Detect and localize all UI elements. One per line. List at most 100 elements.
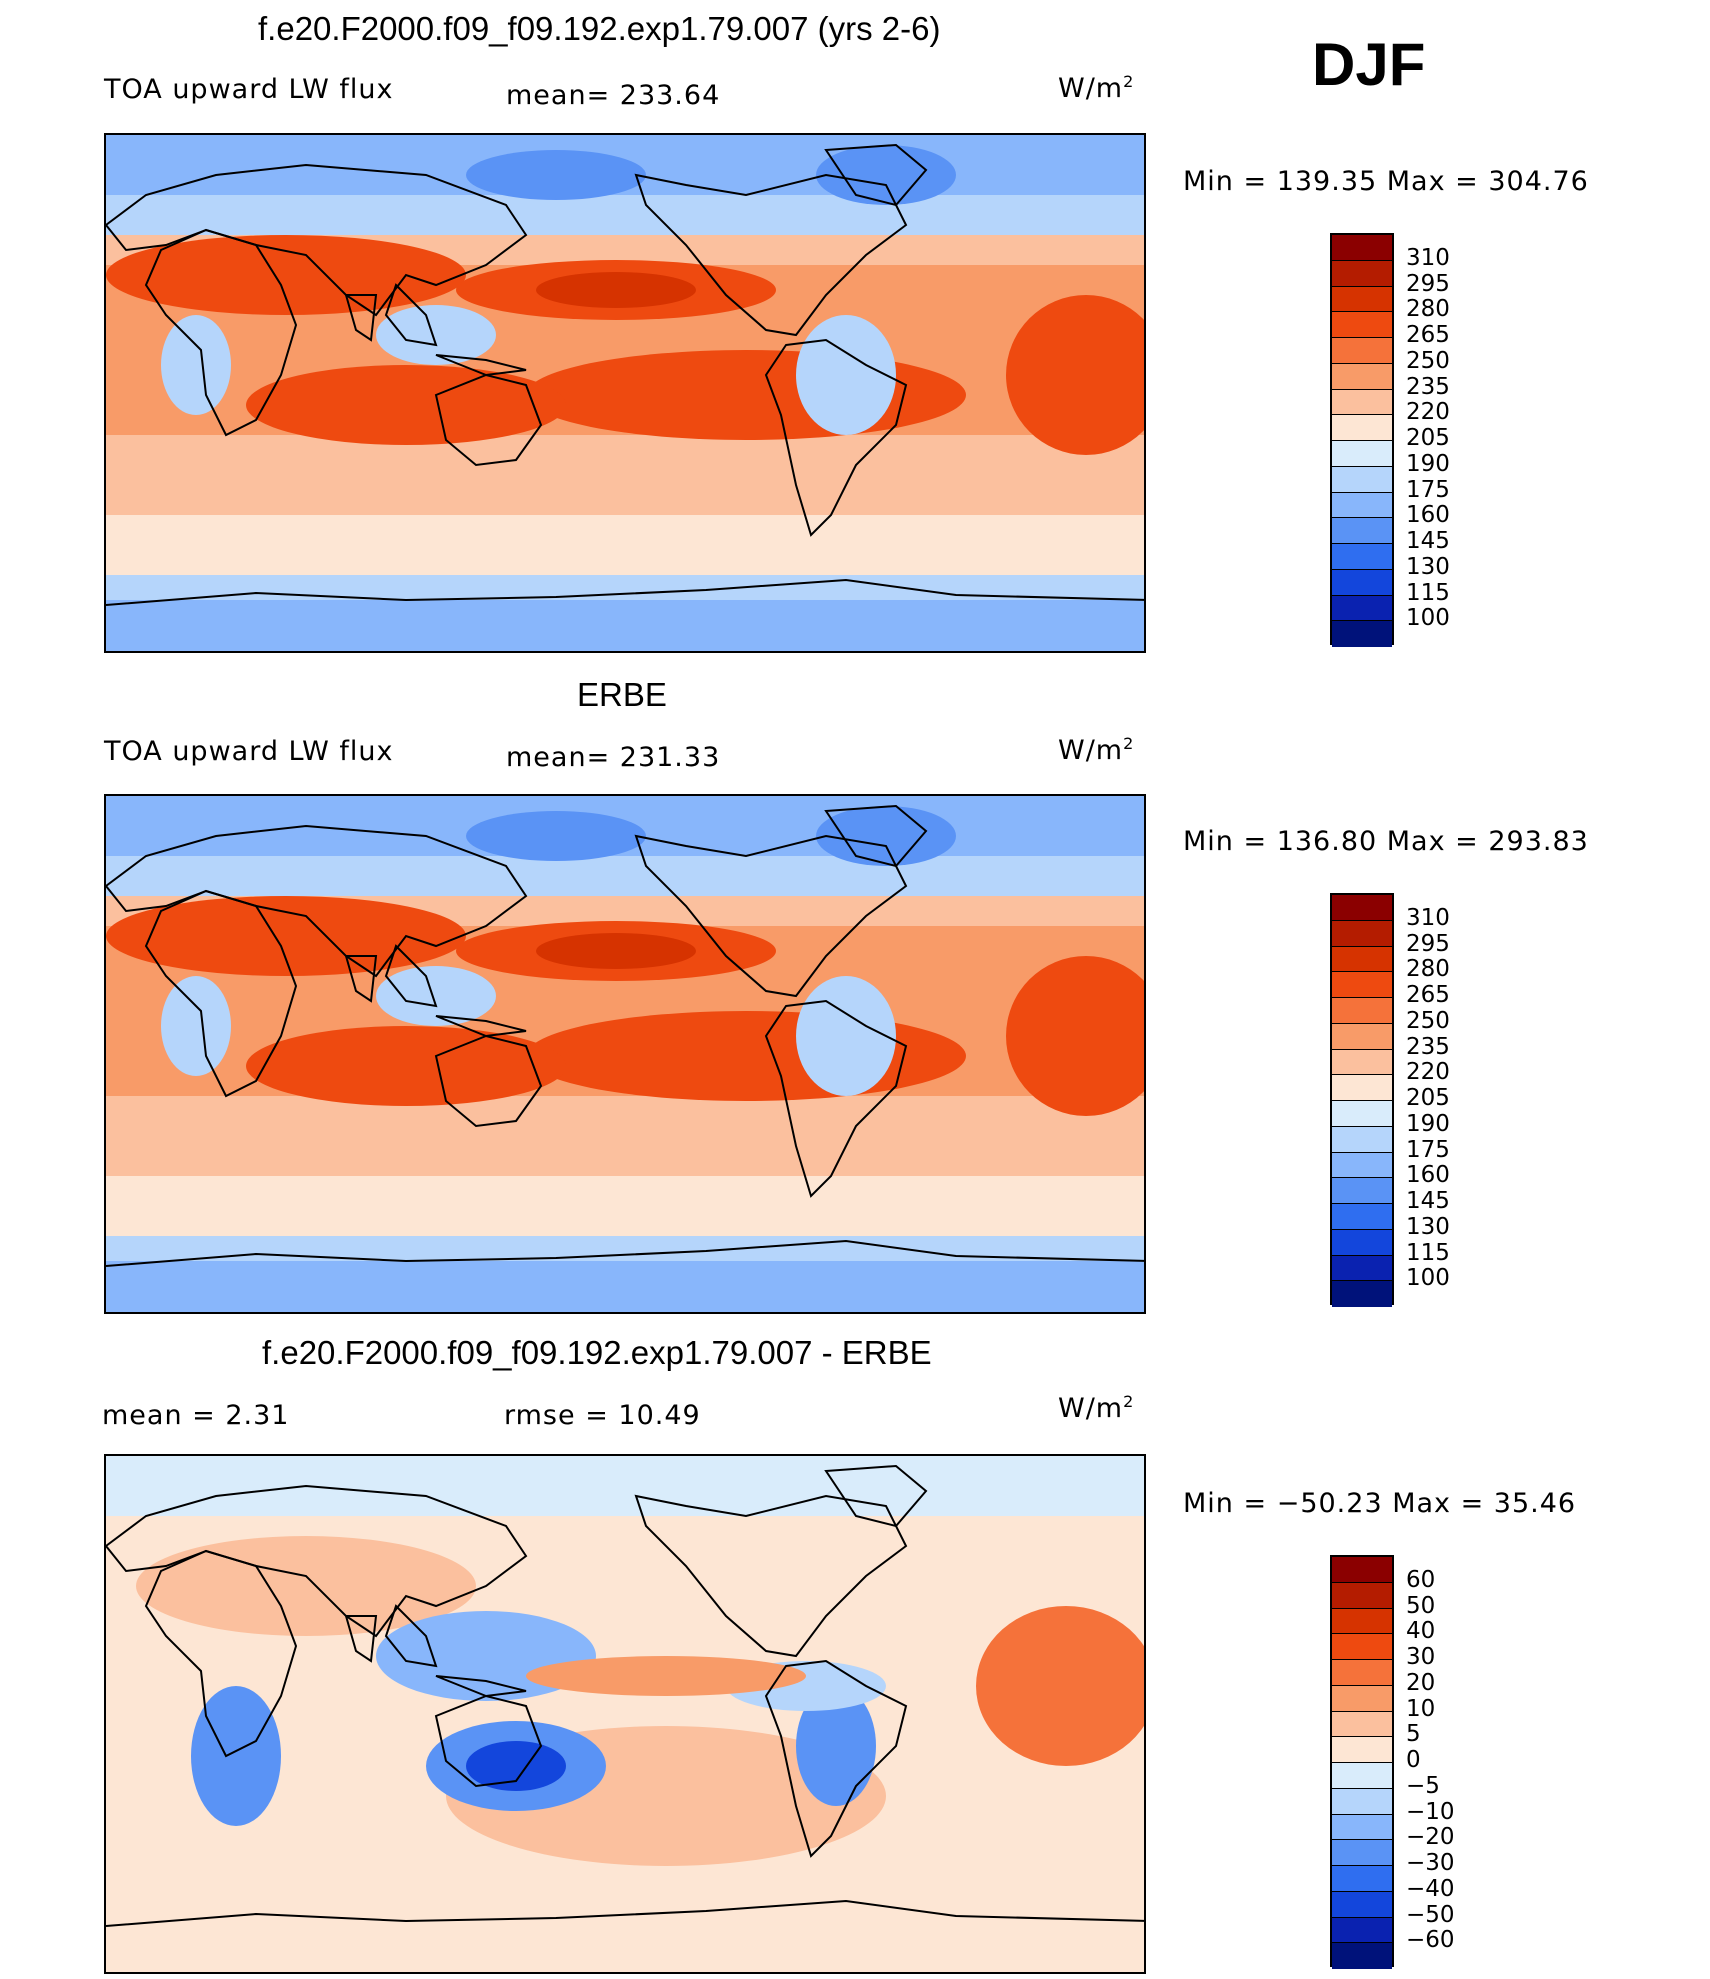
colorbar-cell [1332,1634,1392,1660]
field-contour [526,1656,806,1696]
colorbar-cell [1332,286,1392,313]
colorbar-tick-label: 235 [1406,373,1450,400]
colorbar-tick-label: 220 [1406,399,1450,426]
colorbar-cell [1332,569,1392,596]
colorbar-cell [1332,1891,1392,1918]
colorbar-tick-label: 295 [1406,270,1450,297]
field-contour [976,1606,1144,1766]
colorbar-cell [1332,1788,1392,1815]
coastline [344,1615,378,1663]
coastline [384,283,527,377]
colorbar-cell [1332,595,1392,622]
units-label-obs: W/m2 [1058,734,1135,766]
minmax-label-obs: Min = 136.80 Max = 293.83 [1183,826,1589,857]
colorbar-tick-label: 175 [1406,476,1450,503]
field-band [106,515,1144,575]
colorbar-cell [1332,1075,1392,1101]
colorbar-tick-label: 115 [1406,1239,1450,1266]
field-contour [526,350,966,440]
colorbar-cell [1332,389,1392,416]
colorbar-cell [1332,1126,1392,1153]
colorbar-cell [1332,492,1392,519]
field-contour [796,1686,876,1806]
field-contour [376,966,496,1026]
field-contour [796,976,896,1096]
colorbar-cell [1332,312,1392,338]
colorbar-tick-label: 295 [1406,930,1450,957]
colorbar-cell [1332,946,1392,973]
colorbar-tick-label: 115 [1406,579,1450,606]
colorbar-model [1330,233,1394,647]
map-diff [104,1454,1146,1974]
colorbar-cell [1332,895,1392,921]
colorbar-tick-label: 40 [1406,1618,1436,1645]
colorbar-cell [1332,466,1392,493]
colorbar-tick-label: 265 [1406,982,1450,1008]
colorbar-cell [1332,1101,1392,1127]
colorbar-cell [1332,338,1392,364]
colorbar-diff [1330,1555,1394,1969]
colorbar-cell [1332,1685,1392,1712]
field-band [106,1176,1144,1236]
map-field-svg [106,1456,1144,1972]
units-label-diff: W/m2 [1058,1392,1135,1424]
coastline [824,1464,928,1528]
coastline [344,294,378,342]
colorbar-cell [1332,1711,1392,1738]
coastline [824,804,928,868]
colorbar-tick-label: 20 [1406,1669,1436,1696]
colorbar-tick-label: 280 [1406,296,1450,323]
colorbar-cell [1332,1178,1392,1204]
colorbar-cell [1332,998,1392,1024]
colorbar-tick-label: 190 [1406,1110,1450,1137]
field-contour [1006,295,1144,455]
panel-title-obs: ERBE [577,676,667,713]
field-band [106,1896,1144,1972]
field-contour [106,896,466,976]
coastline [106,1899,1144,1927]
colorbar-tick-label: −10 [1406,1798,1455,1825]
season-label: DJF [1312,31,1426,98]
colorbar-cell [1332,621,1392,647]
coastline [106,163,528,317]
colorbar-tick-label: 310 [1406,904,1450,931]
field-contour [526,1011,966,1101]
colorbar-tick-label: 250 [1406,1007,1450,1034]
colorbar-tick-label: 0 [1406,1747,1421,1773]
colorbar-tick-label: 100 [1406,1265,1450,1292]
colorbar-cell [1332,415,1392,441]
panel-title-diff: f.e20.F2000.f09_f09.192.exp1.79.007 - ER… [262,1334,932,1371]
colorbar-cell [1332,1049,1392,1076]
field-contour [246,1026,566,1106]
colorbar-cell [1332,1608,1392,1635]
colorbar-tick-label: −60 [1406,1927,1455,1954]
field-contour [536,933,696,969]
colorbar-tick-label: 205 [1406,1085,1450,1111]
colorbar-tick-label: 235 [1406,1033,1450,1060]
colorbar-tick-label: 130 [1406,1213,1450,1240]
colorbar-tick-label: 145 [1406,1188,1450,1214]
coastline [106,824,528,978]
colorbar-cell [1332,1840,1392,1866]
colorbar-tick-label: 310 [1406,244,1450,271]
colorbar-tick-label: 30 [1406,1644,1436,1670]
colorbar-tick-label: 250 [1406,347,1450,374]
coastline [106,1239,1144,1267]
coastline [344,955,378,1003]
coastline [634,1494,908,1658]
colorbar-cell [1332,1737,1392,1763]
colorbar-cell [1332,1229,1392,1256]
colorbar-tick-label: −50 [1406,1901,1455,1928]
field-contour [146,145,386,185]
minmax-label-model: Min = 139.35 Max = 304.76 [1183,166,1589,197]
field-contour [1006,956,1144,1116]
map-field-svg [106,796,1144,1312]
colorbar-cell [1332,1281,1392,1307]
coastline [384,944,527,1038]
mean-label-model: mean= 233.64 [506,80,721,111]
coastline [434,1694,543,1788]
field-band [106,1096,1144,1176]
coastline [434,1034,543,1128]
colorbar-tick-label: 265 [1406,322,1450,348]
colorbar-cell [1332,441,1392,467]
